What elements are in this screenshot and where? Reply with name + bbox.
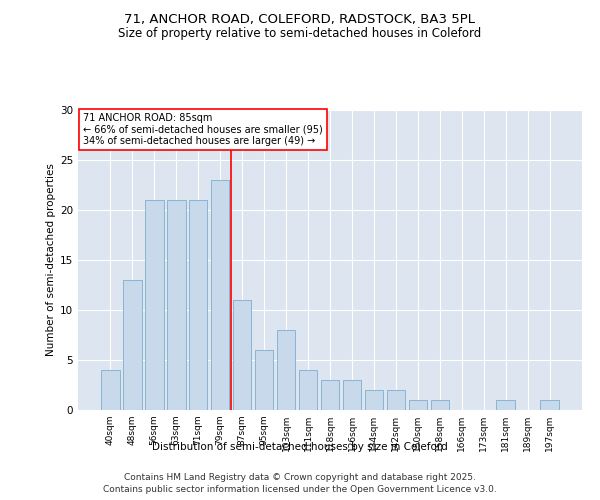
Bar (255, 350, 274, 410)
Text: Contains HM Land Registry data © Crown copyright and database right 2025.: Contains HM Land Registry data © Crown c… (124, 472, 476, 482)
Bar (299, 370, 317, 410)
Text: 71, ANCHOR ROAD, COLEFORD, RADSTOCK, BA3 5PL: 71, ANCHOR ROAD, COLEFORD, RADSTOCK, BA3… (125, 12, 476, 26)
Bar (145, 200, 164, 410)
Text: Distribution of semi-detached houses by size in Coleford: Distribution of semi-detached houses by … (152, 442, 448, 452)
Bar (101, 370, 119, 410)
Bar (496, 400, 515, 410)
Bar (123, 280, 142, 410)
Bar (409, 400, 427, 410)
Bar (365, 390, 383, 410)
Bar (211, 180, 229, 410)
Y-axis label: Number of semi-detached properties: Number of semi-detached properties (46, 164, 56, 356)
Bar (167, 200, 185, 410)
Bar (233, 300, 251, 410)
Bar (431, 400, 449, 410)
Bar (189, 200, 208, 410)
Text: Size of property relative to semi-detached houses in Coleford: Size of property relative to semi-detach… (118, 28, 482, 40)
Bar (320, 380, 340, 410)
Bar (343, 380, 361, 410)
Text: Contains public sector information licensed under the Open Government Licence v3: Contains public sector information licen… (103, 485, 497, 494)
Bar (277, 330, 295, 410)
Bar (386, 390, 405, 410)
Text: 71 ANCHOR ROAD: 85sqm
← 66% of semi-detached houses are smaller (95)
34% of semi: 71 ANCHOR ROAD: 85sqm ← 66% of semi-deta… (83, 113, 323, 146)
Bar (541, 400, 559, 410)
